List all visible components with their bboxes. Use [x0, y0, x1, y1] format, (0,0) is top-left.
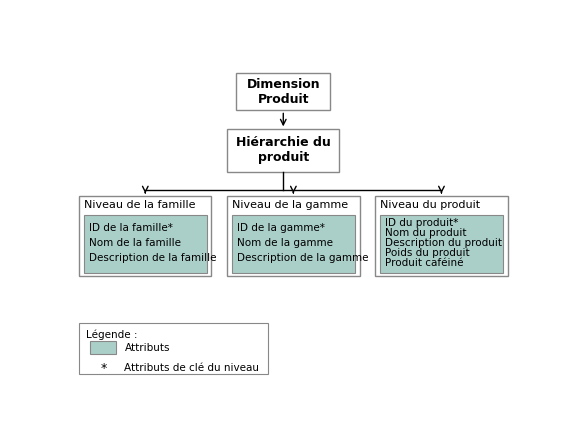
- Bar: [227, 129, 339, 172]
- Text: ID du produit*: ID du produit*: [385, 218, 459, 228]
- Bar: [375, 196, 508, 276]
- Text: ID de la famille*: ID de la famille*: [89, 223, 173, 233]
- Text: Attributs de clé du niveau: Attributs de clé du niveau: [124, 363, 259, 373]
- Text: Nom de la gamme: Nom de la gamme: [237, 238, 333, 248]
- Text: Légende :: Légende :: [86, 329, 137, 340]
- Text: Niveau de la famille: Niveau de la famille: [83, 200, 195, 209]
- Text: *: *: [100, 362, 107, 374]
- Bar: [79, 324, 267, 374]
- Text: Nom du produit: Nom du produit: [385, 228, 467, 238]
- Text: Attributs: Attributs: [124, 343, 170, 353]
- Text: Poids du produit: Poids du produit: [385, 248, 470, 258]
- Text: Description de la famille: Description de la famille: [89, 253, 217, 263]
- Bar: [380, 215, 503, 273]
- Text: Niveau du produit: Niveau du produit: [380, 200, 480, 209]
- Text: Produit caféiné: Produit caféiné: [385, 258, 464, 268]
- Bar: [227, 196, 360, 276]
- Text: Niveau de la gamme: Niveau de la gamme: [232, 200, 348, 209]
- Bar: [236, 73, 331, 111]
- Text: Description de la gamme: Description de la gamme: [237, 253, 369, 263]
- Text: Nom de la famille: Nom de la famille: [89, 238, 181, 248]
- Text: Hiérarchie du
produit: Hiérarchie du produit: [236, 137, 331, 165]
- Bar: [90, 341, 116, 354]
- Text: Description du produit: Description du produit: [385, 238, 502, 248]
- Bar: [83, 215, 207, 273]
- Bar: [232, 215, 355, 273]
- Text: ID de la gamme*: ID de la gamme*: [237, 223, 325, 233]
- Text: Dimension
Produit: Dimension Produit: [247, 78, 320, 106]
- Bar: [79, 196, 211, 276]
